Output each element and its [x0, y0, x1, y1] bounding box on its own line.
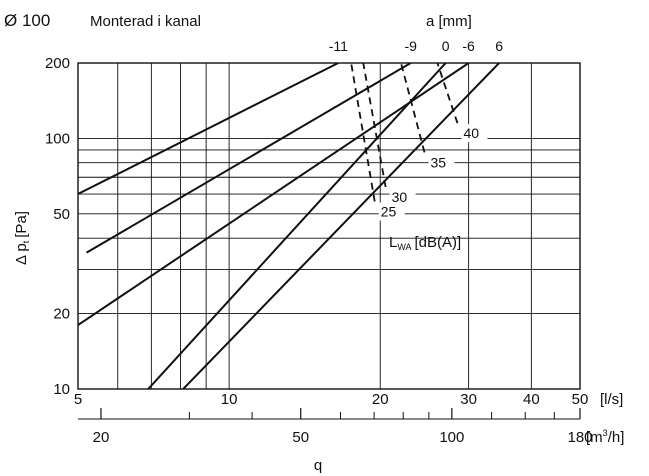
x2-axis: 20 50 100 180: [78, 408, 593, 446]
x-axis-label: q: [314, 457, 322, 474]
x2-tick-label: 20: [93, 429, 110, 446]
y-tick-label: 100: [45, 130, 70, 147]
y-axis-subscript: t: [21, 240, 31, 243]
series-line: [78, 63, 470, 326]
y-axis-symbol: Δ p: [13, 243, 30, 265]
sound-level-value: 40: [463, 125, 479, 141]
sound-level-line: [362, 63, 387, 188]
plot-frame: [77, 62, 581, 390]
series-line: [86, 63, 412, 254]
sound-level-value: 25: [381, 204, 397, 220]
x2-tick-label: 180: [567, 429, 592, 446]
sound-level-label-bg: [461, 124, 488, 143]
chart-subtitle: Monterad i kanal: [90, 13, 201, 30]
y-axis-label: Δ pt [Pa]: [13, 211, 31, 265]
sound-level-value: 35: [430, 154, 446, 170]
y-tick-label: 10: [53, 381, 70, 398]
x2-axis-unit: [m3/h]: [586, 428, 624, 446]
sound-level-label: LWA [dB(A)]: [389, 234, 461, 252]
series-lines: [78, 63, 500, 389]
y-axis-unit: [Pa]: [13, 211, 30, 238]
grid: [78, 63, 580, 389]
series-label: 0: [442, 38, 450, 54]
sound-label-unit: [dB(A)]: [415, 234, 462, 251]
sound-label-sub: WA: [397, 242, 411, 252]
x2-tick-label: 50: [292, 429, 309, 446]
sound-level-line: [436, 63, 459, 124]
x2-unit-sup: 3: [603, 428, 608, 438]
series-label: 6: [495, 38, 503, 54]
sound-level-label-bg: [378, 202, 405, 221]
sound-level-line: [350, 63, 376, 202]
x2-unit-base: [m: [586, 429, 603, 446]
x-tick-label: 10: [221, 391, 238, 408]
series-label: -11: [329, 38, 348, 54]
x-axis-unit: [l/s]: [600, 391, 623, 408]
x-tick-label: 20: [372, 391, 389, 408]
top-axis-label: a [mm]: [426, 13, 472, 30]
sound-level-line: [400, 63, 426, 153]
series-line: [147, 63, 447, 389]
x2-unit-end: /h]: [608, 429, 625, 446]
sound-level-label-bg: [389, 187, 416, 206]
sound-level-lines: [350, 63, 459, 202]
sound-level-label-bg: [428, 153, 455, 172]
series-label: -9: [404, 38, 417, 54]
sound-level-value: 30: [392, 189, 408, 205]
x2-tick-label: 100: [439, 429, 464, 446]
x-tick-label: 5: [74, 391, 82, 408]
y-tick-label: 200: [45, 55, 70, 72]
x-tick-label: 30: [460, 391, 477, 408]
series-line: [182, 63, 500, 389]
series-line: [78, 63, 339, 195]
y-tick-label: 20: [53, 306, 70, 323]
y-tick-label: 50: [53, 206, 70, 223]
sound-label-base: L: [389, 234, 397, 251]
x-tick-label: 40: [523, 391, 540, 408]
series-label: -6: [462, 38, 475, 54]
x-tick-label: 50: [572, 391, 589, 408]
chart-title: Ø 100: [4, 11, 50, 30]
